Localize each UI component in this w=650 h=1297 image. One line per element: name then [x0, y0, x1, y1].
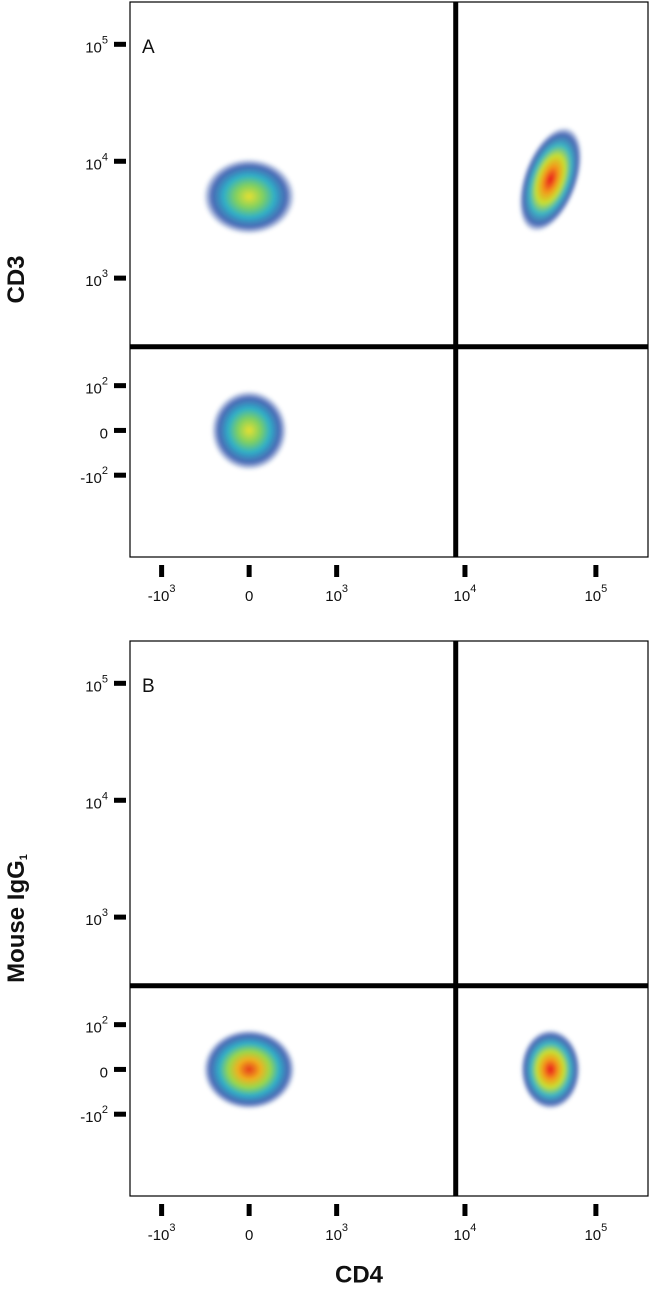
tick-base: 10: [325, 588, 342, 605]
population: [518, 126, 583, 232]
tick-exp: 3: [169, 583, 175, 595]
tick-exp: 3: [342, 583, 348, 595]
tick-exp: 4: [470, 583, 476, 595]
tick-label: 0: [245, 1227, 253, 1244]
y-axis-title: Mouse IgG1: [3, 854, 30, 983]
y-title-text: CD3: [3, 255, 30, 303]
tick-exp: 2: [102, 1104, 108, 1116]
tick-exp: 3: [102, 907, 108, 919]
tick-exp: 2: [102, 376, 108, 388]
tick-base: 0: [100, 425, 108, 442]
tick-base: 10: [85, 273, 102, 290]
tick-exp: 3: [169, 1222, 175, 1234]
tick-label: 105: [584, 1222, 607, 1244]
tick-exp: 4: [102, 790, 108, 802]
tick-exp: 2: [102, 1015, 108, 1027]
panel-label: A: [142, 37, 155, 58]
x-axis-title: CD4: [335, 1261, 384, 1288]
tick-label: 105: [85, 673, 108, 695]
tick-label: 104: [85, 151, 108, 173]
tick-base: 10: [325, 1227, 342, 1244]
tick-exp: 5: [102, 34, 108, 46]
tick-label: 104: [454, 583, 477, 605]
tick-label: -102: [80, 1104, 108, 1126]
tick-base: 10: [85, 39, 102, 56]
tick-label: 104: [454, 1222, 477, 1244]
plot-frame: [129, 640, 649, 1197]
tick-base: 0: [245, 1227, 253, 1244]
plot-frame: [129, 1, 649, 558]
tick-label: 102: [85, 1015, 108, 1037]
tick-exp: 5: [601, 583, 607, 595]
tick-base: 10: [85, 381, 102, 398]
tick-base: -10: [148, 1227, 170, 1244]
tick-base: 10: [584, 588, 601, 605]
y-title-sub: 1: [18, 854, 30, 860]
tick-label: 103: [85, 268, 108, 290]
tick-base: 10: [454, 1227, 471, 1244]
tick-base: 10: [584, 1227, 601, 1244]
population: [520, 1029, 581, 1110]
tick-exp: 5: [601, 1222, 607, 1234]
tick-label: -103: [148, 583, 176, 605]
tick-label: 103: [325, 1222, 348, 1244]
tick-exp: 5: [102, 673, 108, 685]
tick-base: -10: [80, 470, 102, 487]
tick-base: 10: [85, 1020, 102, 1037]
tick-label: 0: [100, 1064, 108, 1081]
population: [203, 158, 296, 235]
tick-label: -102: [80, 465, 108, 487]
population: [211, 390, 288, 471]
tick-base: 10: [85, 795, 102, 812]
population: [203, 1029, 296, 1110]
tick-label: 104: [85, 790, 108, 812]
y-title-text: Mouse IgG: [3, 860, 30, 983]
tick-base: -10: [148, 588, 170, 605]
tick-exp: 2: [102, 465, 108, 477]
tick-label: 103: [325, 583, 348, 605]
tick-label: 0: [100, 425, 108, 442]
panel-label: B: [142, 676, 155, 697]
tick-label: 105: [584, 583, 607, 605]
tick-label: 102: [85, 376, 108, 398]
tick-base: 10: [85, 912, 102, 929]
tick-base: 0: [100, 1064, 108, 1081]
tick-base: 10: [454, 588, 471, 605]
y-axis-title: CD3: [3, 255, 30, 303]
tick-base: -10: [80, 1109, 102, 1126]
tick-label: 105: [85, 34, 108, 56]
tick-label: -103: [148, 1222, 176, 1244]
tick-exp: 4: [102, 151, 108, 163]
tick-exp: 3: [342, 1222, 348, 1234]
tick-label: 0: [245, 588, 253, 605]
tick-exp: 3: [102, 268, 108, 280]
tick-label: 103: [85, 907, 108, 929]
tick-exp: 4: [470, 1222, 476, 1234]
tick-base: 10: [85, 678, 102, 695]
tick-base: 10: [85, 156, 102, 173]
tick-base: 0: [245, 588, 253, 605]
